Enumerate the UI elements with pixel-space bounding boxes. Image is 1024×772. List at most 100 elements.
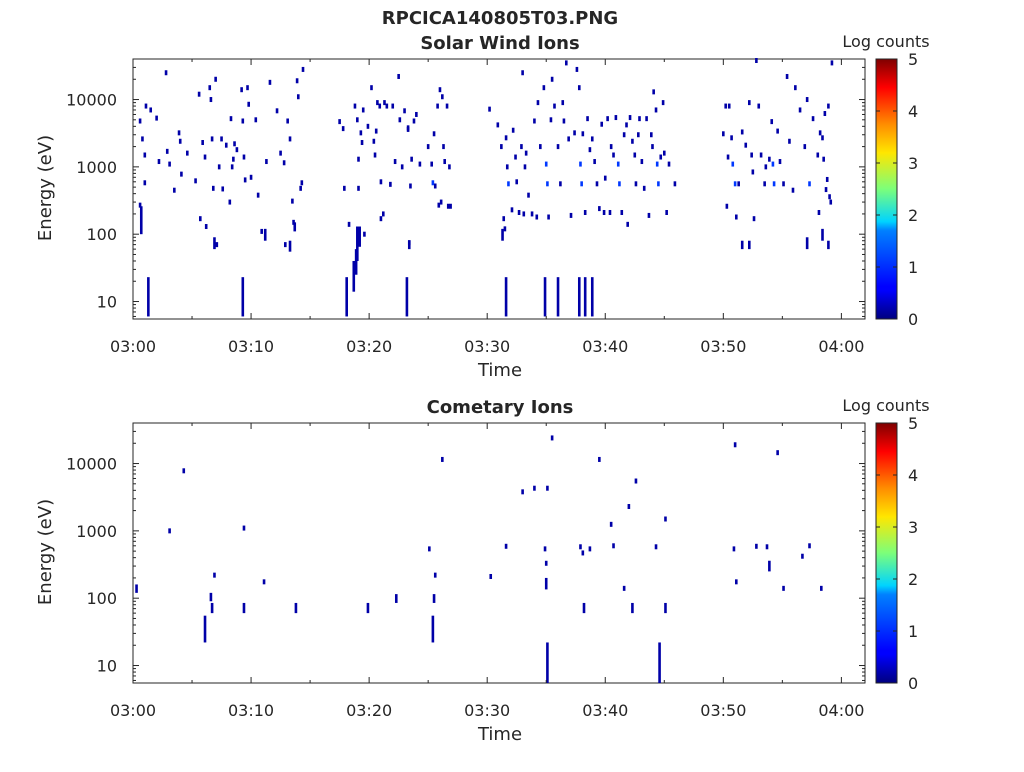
data-cell xyxy=(647,212,651,218)
data-cell xyxy=(600,121,604,127)
data-cell xyxy=(502,216,506,222)
data-cell xyxy=(735,214,738,220)
data-cell xyxy=(353,103,357,109)
data-cell xyxy=(410,156,413,162)
data-cell xyxy=(138,118,142,124)
data-cell xyxy=(430,161,434,167)
colorbar-tick-label: 0 xyxy=(908,674,918,693)
data-cell xyxy=(520,144,523,150)
data-cell xyxy=(164,70,168,76)
x-tick-label: 03:30 xyxy=(464,701,510,720)
y-tick-label: 1000 xyxy=(76,522,117,541)
data-cell xyxy=(634,478,638,484)
data-cell xyxy=(144,103,148,109)
data-cell xyxy=(818,130,822,136)
data-cell xyxy=(536,100,540,106)
data-cell xyxy=(209,97,213,103)
data-cell xyxy=(415,111,418,117)
data-bar xyxy=(135,584,138,593)
data-cell xyxy=(533,485,536,491)
data-cell xyxy=(220,136,223,142)
data-cell xyxy=(213,572,216,578)
data-bar xyxy=(213,237,216,250)
data-bar xyxy=(263,228,267,241)
data-cell xyxy=(366,123,370,129)
data-cell xyxy=(553,103,556,109)
data-bar xyxy=(768,560,771,572)
data-cell xyxy=(827,103,830,109)
x-tick-label: 03:50 xyxy=(700,701,746,720)
data-cell xyxy=(412,118,416,124)
data-cell xyxy=(149,107,153,113)
data-cell xyxy=(381,211,385,217)
data-cell xyxy=(573,130,576,136)
data-cell xyxy=(500,144,503,150)
data-bar xyxy=(294,602,298,614)
data-cell xyxy=(254,117,258,123)
data-cell xyxy=(300,180,304,186)
data-bar xyxy=(546,642,549,683)
data-cell xyxy=(543,546,547,552)
data-cell xyxy=(808,543,811,549)
data-cell xyxy=(441,456,444,462)
data-cell xyxy=(504,135,508,141)
data-cell xyxy=(595,181,599,187)
colorbar-label: Log counts xyxy=(842,32,929,51)
data-cell xyxy=(825,176,829,182)
x-axis-label: Time xyxy=(477,724,522,745)
data-cell xyxy=(503,226,507,232)
data-cell xyxy=(514,154,517,160)
y-tick-label: 10000 xyxy=(66,91,117,110)
data-cell xyxy=(505,164,509,170)
data-bar xyxy=(242,602,246,614)
data-bar xyxy=(432,594,436,603)
data-cell xyxy=(357,156,360,162)
data-bar xyxy=(293,222,297,232)
data-cell xyxy=(489,573,493,579)
data-cell xyxy=(511,127,515,133)
data-cell xyxy=(622,585,626,591)
data-cell xyxy=(260,228,263,234)
y-tick-label: 1000 xyxy=(76,158,117,177)
y-axis-label: Energy (eV) xyxy=(35,135,56,241)
plot-area[interactable]: 03:00 03:10 03:20 03:30 03:40 03:50 04:00 10 100… xyxy=(66,422,866,720)
data-cell xyxy=(288,136,292,142)
data-cell xyxy=(488,106,491,112)
data-cell xyxy=(198,216,202,222)
data-cell xyxy=(771,161,775,167)
data-cell xyxy=(247,101,251,107)
data-cell xyxy=(768,156,771,162)
data-cell xyxy=(735,579,738,585)
data-cell xyxy=(628,115,632,121)
x-tick-label: 03:10 xyxy=(228,337,274,356)
x-axis-label: Time xyxy=(477,360,522,381)
plot-area[interactable]: 03:00 03:10 03:20 03:30 03:40 03:50 04:00 10 100… xyxy=(66,57,866,356)
data-cell xyxy=(379,216,383,222)
data-cell xyxy=(204,224,208,230)
data-bar xyxy=(394,594,398,603)
data-bar xyxy=(821,228,824,241)
data-cell xyxy=(279,150,282,156)
data-cell xyxy=(821,135,824,141)
y-tick-label: 10000 xyxy=(66,455,117,474)
data-bar xyxy=(241,277,245,317)
data-cell xyxy=(208,85,212,91)
data-cell xyxy=(588,147,592,153)
data-cell xyxy=(400,164,404,170)
data-bar xyxy=(577,277,581,317)
data-cell xyxy=(627,504,631,510)
data-cell xyxy=(165,148,169,154)
data-cell xyxy=(772,181,776,187)
data-cell xyxy=(217,164,221,170)
data-cell xyxy=(406,126,410,132)
data-cell xyxy=(727,103,731,109)
data-cell xyxy=(168,528,171,534)
data-cell xyxy=(542,85,546,91)
data-cell xyxy=(398,117,402,123)
data-cell xyxy=(740,129,744,135)
data-cell xyxy=(443,159,446,165)
data-cell xyxy=(186,150,189,156)
data-marks xyxy=(135,435,823,683)
data-cell xyxy=(625,122,628,128)
colorbar-tick-label: 3 xyxy=(908,154,918,173)
